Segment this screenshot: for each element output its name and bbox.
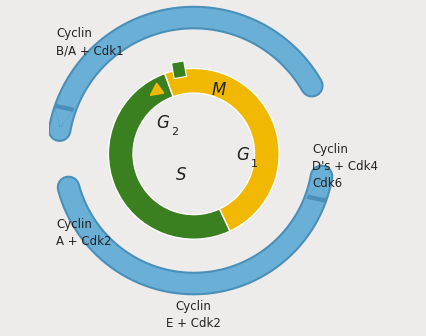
Text: Cyclin
B/A + Cdk1: Cyclin B/A + Cdk1	[56, 27, 123, 57]
Text: M: M	[211, 81, 225, 99]
Text: G: G	[156, 114, 169, 132]
Text: G: G	[236, 146, 249, 165]
Text: S: S	[175, 166, 185, 184]
Bar	[171, 61, 186, 79]
Wedge shape	[164, 69, 279, 231]
Text: Cyclin
E + Cdk2: Cyclin E + Cdk2	[166, 300, 221, 330]
Text: Cyclin
A + Cdk2: Cyclin A + Cdk2	[56, 218, 111, 248]
Text: 2: 2	[170, 127, 178, 136]
Text: 1: 1	[250, 159, 258, 169]
Text: Cyclin
D's + Cdk4
Cdk6: Cyclin D's + Cdk4 Cdk6	[311, 143, 377, 191]
Wedge shape	[108, 74, 229, 239]
